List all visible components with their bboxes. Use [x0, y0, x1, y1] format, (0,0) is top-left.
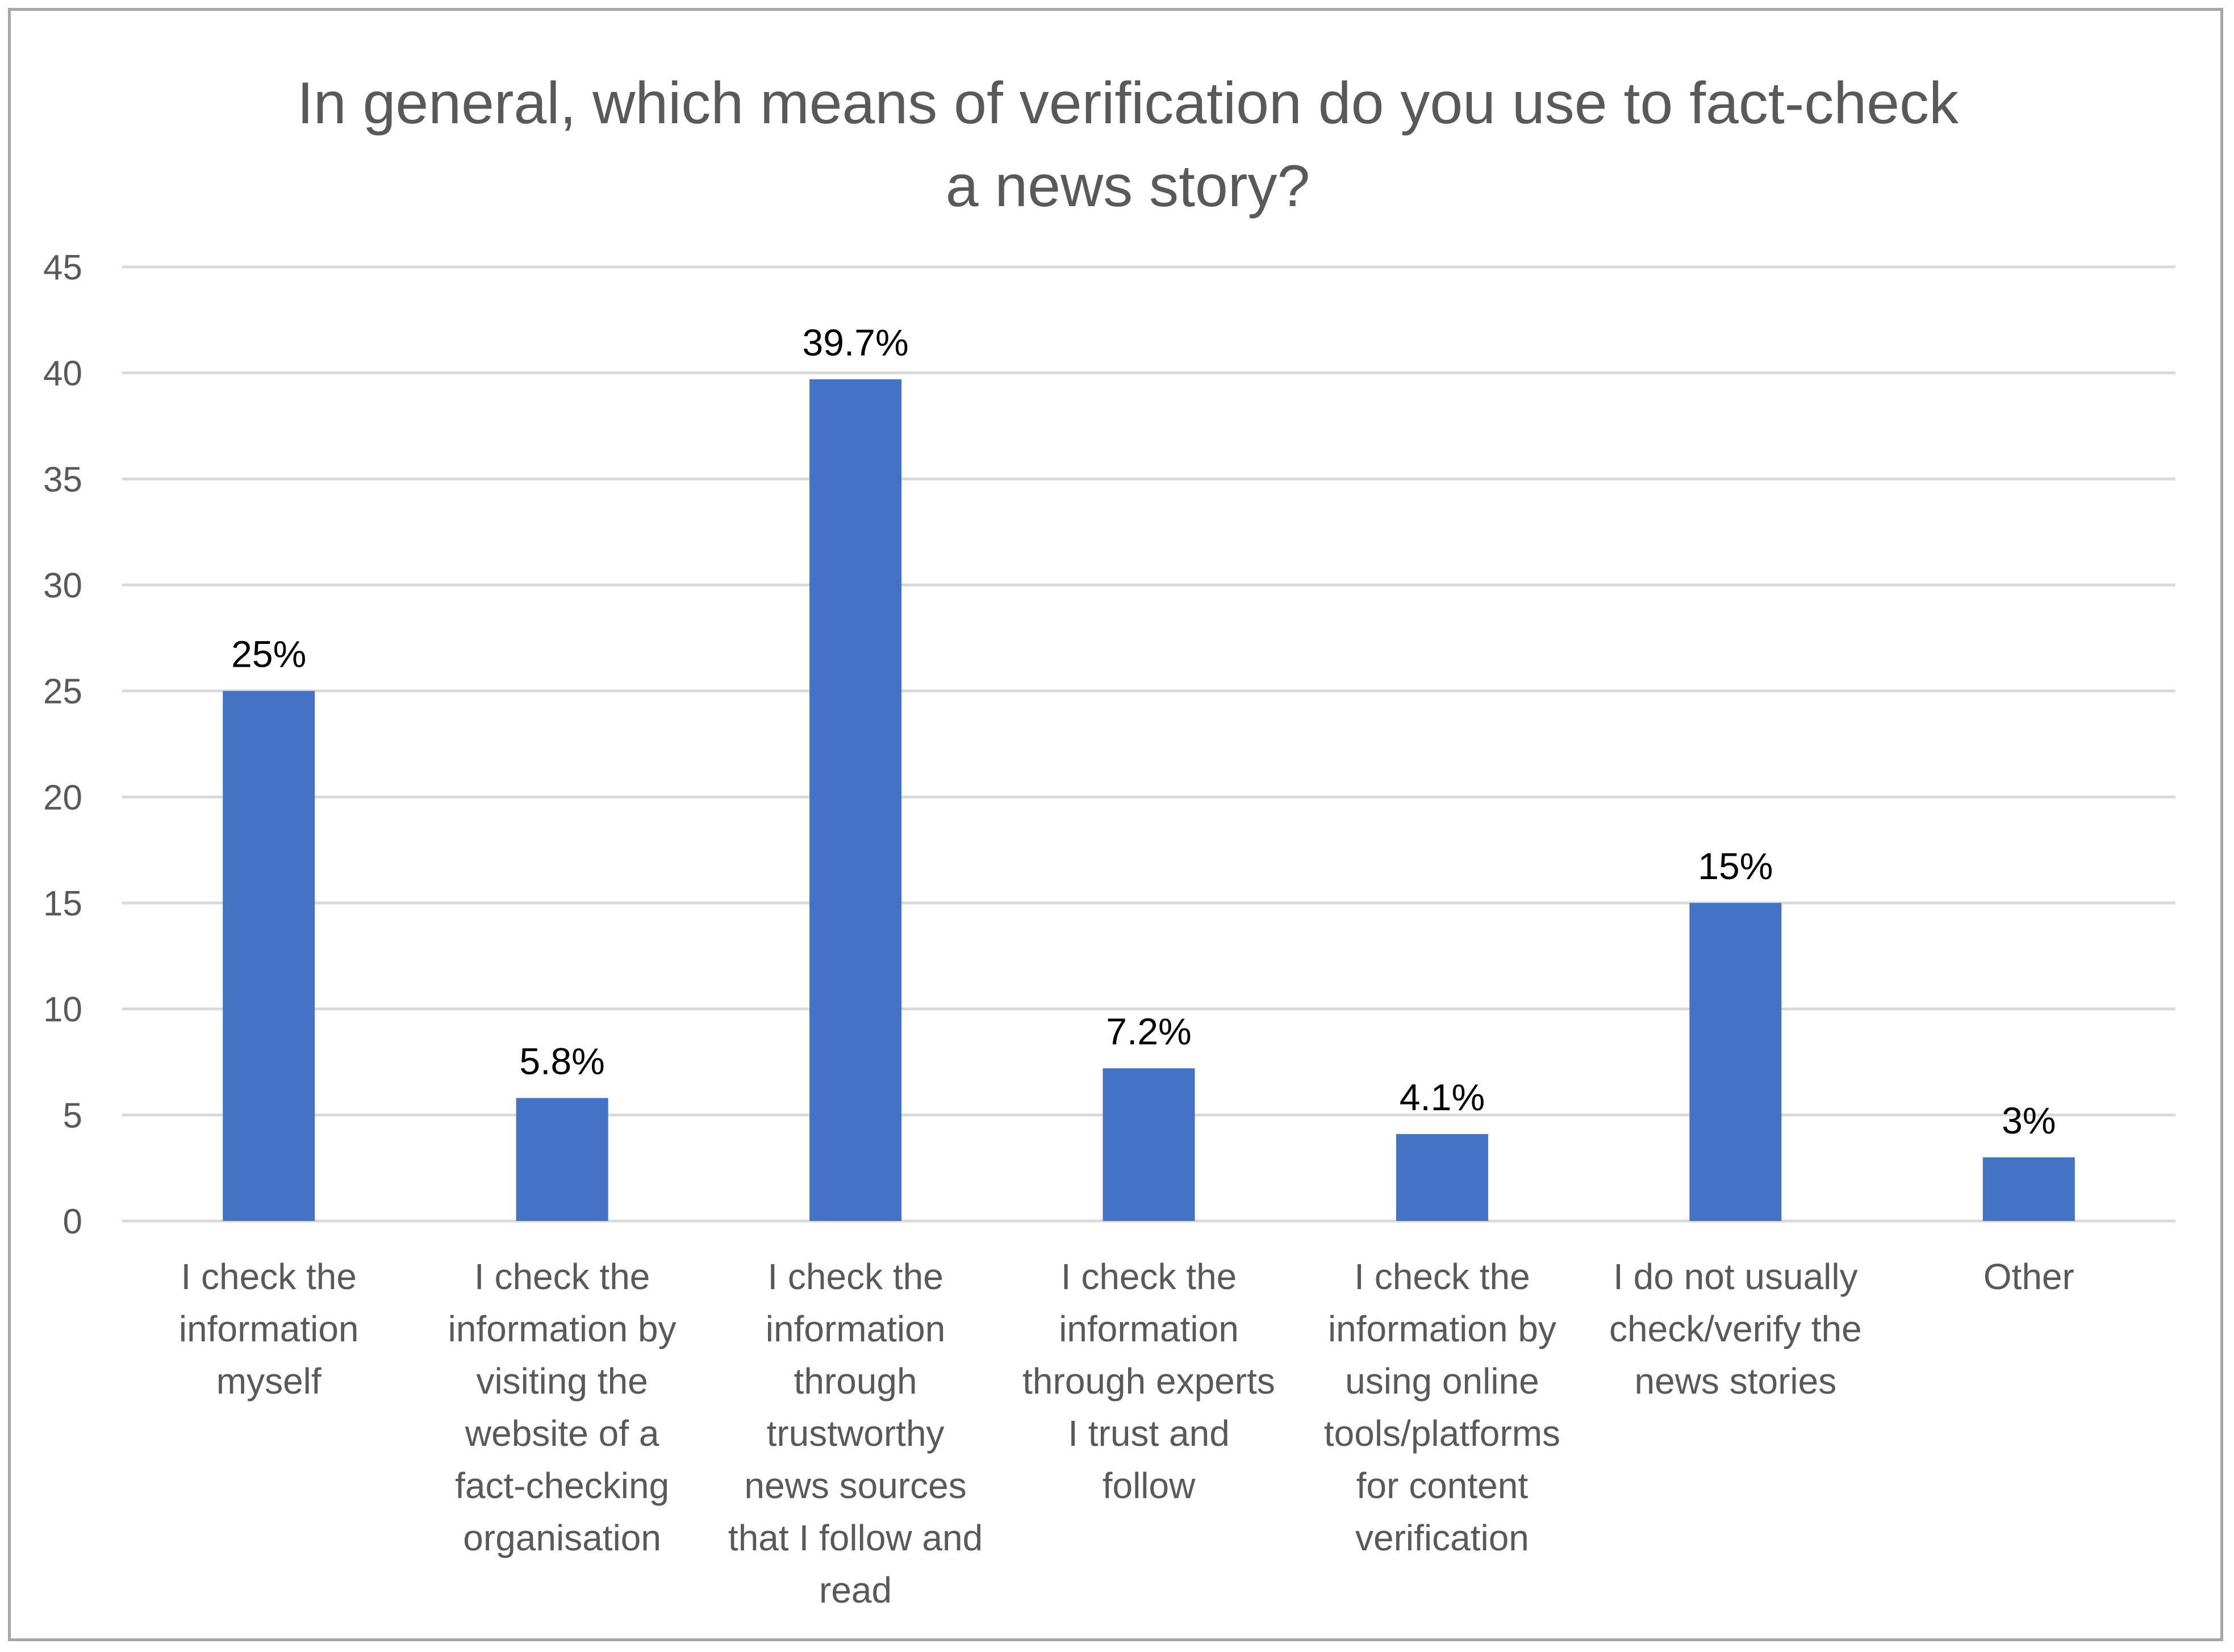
category-label-4: I check the information through experts I t… — [1022, 1256, 1275, 1506]
category-label-2-line-3: visiting the — [476, 1361, 648, 1402]
y-tick-label-0: 0 — [63, 1202, 82, 1241]
category-label-5-line-6: verification — [1355, 1517, 1529, 1558]
y-tick-label-25: 25 — [43, 672, 82, 712]
bar-3 — [809, 379, 902, 1221]
category-label-2-line-6: organisation — [463, 1517, 661, 1558]
y-tick-label-30: 30 — [43, 566, 82, 605]
bar-2 — [516, 1098, 608, 1221]
data-label-1: 25% — [231, 633, 306, 675]
category-label-4-line-4: I trust and — [1068, 1413, 1230, 1454]
data-label-4: 7.2% — [1106, 1010, 1191, 1052]
category-label-7: Other — [1984, 1256, 2074, 1297]
category-label-1-line-2: information — [179, 1308, 359, 1349]
category-label-4-line-3: through experts — [1022, 1361, 1275, 1402]
gridlines — [122, 265, 2175, 1223]
category-label-4-line-2: information — [1059, 1308, 1239, 1349]
bar-1 — [223, 691, 315, 1221]
data-label-2: 5.8% — [519, 1040, 604, 1082]
chart-title-line-2: a news story? — [945, 153, 1310, 219]
chart-title: In general, which means of verification … — [124, 62, 2131, 228]
category-label-4-line-5: follow — [1103, 1465, 1196, 1506]
category-label-3: I check the information through trustworthy… — [728, 1256, 983, 1611]
category-label-5-line-3: using online — [1345, 1361, 1539, 1402]
y-tick-label-40: 40 — [43, 354, 82, 394]
y-tick-label-35: 35 — [43, 460, 82, 499]
category-label-2-line-5: fact-checking — [455, 1465, 669, 1506]
y-tick-label-5: 5 — [63, 1096, 82, 1135]
y-tick-label-10: 10 — [43, 990, 82, 1030]
category-label-5-line-4: tools/platforms — [1324, 1413, 1560, 1454]
category-label-6-line-3: news stories — [1635, 1361, 1837, 1402]
y-tick-label-20: 20 — [43, 778, 82, 817]
category-labels: I check the information myself I check the i… — [179, 1256, 2074, 1611]
bar-4 — [1103, 1068, 1195, 1221]
category-label-5-line-2: information by — [1328, 1308, 1556, 1349]
chart-title-line-1: In general, which means of verification … — [297, 70, 1959, 136]
bar-6 — [1689, 903, 1782, 1221]
category-label-3-line-2: information — [766, 1308, 946, 1349]
category-label-3-line-5: news sources — [744, 1465, 966, 1506]
data-labels: 25% 5.8% 39.7% 7.2% 4.1% 15% 3% — [231, 321, 2056, 1141]
category-label-1-line-1: I check the — [181, 1256, 357, 1297]
category-label-3-line-6: that I follow and — [728, 1517, 983, 1558]
data-label-3: 39.7% — [803, 321, 909, 363]
category-label-6: I do not usually check/verify the news sto… — [1609, 1256, 1862, 1402]
category-label-7-line-1: Other — [1984, 1256, 2074, 1297]
data-label-6: 15% — [1698, 845, 1773, 887]
chart-frame: In general, which means of verification … — [8, 8, 2223, 1641]
category-label-1-line-3: myself — [216, 1361, 321, 1402]
category-label-6-line-2: check/verify the — [1609, 1308, 1862, 1349]
category-label-3-line-4: trustworthy — [767, 1413, 945, 1454]
category-label-4-line-1: I check the — [1061, 1256, 1237, 1297]
y-tick-label-45: 45 — [43, 248, 82, 287]
category-label-5-line-5: for content — [1356, 1465, 1529, 1506]
bar-5 — [1396, 1134, 1488, 1221]
category-label-3-line-3: through — [794, 1361, 917, 1402]
category-label-3-line-7: read — [819, 1570, 892, 1611]
category-label-6-line-1: I do not usually — [1613, 1256, 1858, 1297]
y-axis-ticks: 0 5 10 15 20 25 30 35 40 45 — [43, 248, 82, 1241]
data-label-7: 3% — [2002, 1099, 2056, 1141]
category-label-2-line-1: I check the — [474, 1256, 650, 1297]
category-label-2-line-4: website of a — [465, 1413, 659, 1454]
bar-7 — [1982, 1157, 2075, 1221]
category-label-2: I check the information by visiting the web… — [448, 1256, 677, 1558]
y-tick-label-15: 15 — [43, 884, 82, 923]
category-label-5: I check the information by using online too… — [1324, 1256, 1560, 1558]
category-label-5-line-1: I check the — [1354, 1256, 1530, 1297]
bars — [223, 379, 2075, 1221]
category-label-3-line-1: I check the — [767, 1256, 943, 1297]
data-label-5: 4.1% — [1400, 1076, 1485, 1118]
category-label-1: I check the information myself — [179, 1256, 359, 1402]
category-label-2-line-2: information by — [448, 1308, 677, 1349]
